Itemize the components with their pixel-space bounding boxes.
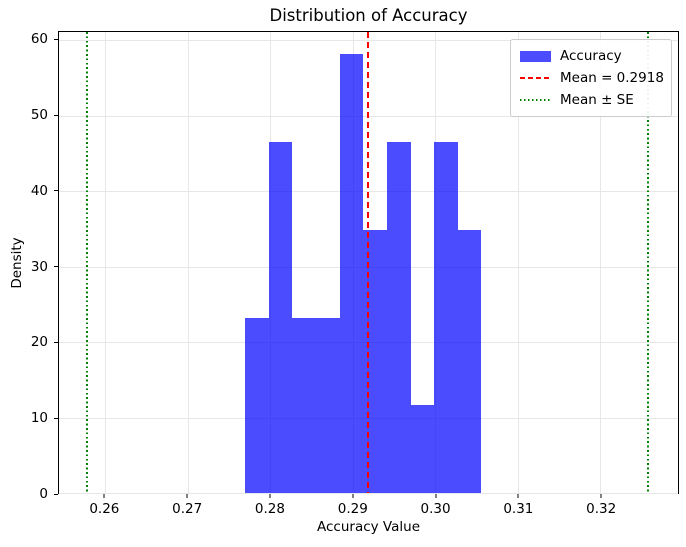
- y-tick-label: 20: [30, 334, 48, 351]
- x-axis-ticks: 0.26 0.27 0.28 0.29 0.30 0.31 0.32: [58, 493, 679, 525]
- x-tick-mark: [269, 494, 271, 498]
- x-tick-label: 0.32: [586, 501, 617, 517]
- histogram-bar: [433, 142, 458, 493]
- histogram-bar: [339, 54, 363, 493]
- histogram-bar: [386, 142, 411, 493]
- y-axis-ticks: 0 10 20 30 40 50 60: [0, 31, 58, 502]
- x-tick-label: 0.28: [254, 501, 285, 517]
- mean-plus-se-line: [647, 32, 650, 493]
- chart-title: Distribution of Accuracy: [269, 6, 468, 25]
- y-tick-mark: [54, 341, 58, 343]
- histogram-bar: [410, 405, 434, 493]
- y-tick-mark: [54, 114, 58, 116]
- x-tick-label: 0.30: [420, 501, 451, 517]
- x-tick-label: 0.31: [503, 501, 534, 517]
- mean-minus-se-line: [86, 32, 88, 493]
- y-tick-mark: [54, 190, 58, 192]
- histogram-bar: [291, 317, 316, 493]
- y-tick-label: 40: [30, 182, 48, 199]
- y-tick-mark: [54, 38, 58, 40]
- plot-area: Accuracy Mean = 0.2918 Mean ± SE: [58, 31, 679, 494]
- x-tick-label: 0.26: [89, 501, 120, 517]
- x-tick-label: 0.29: [337, 501, 368, 517]
- legend: Accuracy Mean = 0.2918 Mean ± SE: [510, 39, 672, 117]
- gridline-vertical: [105, 32, 107, 493]
- legend-label-se: Mean ± SE: [560, 92, 634, 108]
- y-tick-mark: [54, 417, 58, 419]
- y-tick-label: 50: [30, 107, 48, 124]
- mean-line: [366, 32, 369, 493]
- x-tick-mark: [600, 494, 602, 498]
- x-axis-label: Accuracy Value: [317, 519, 420, 535]
- legend-item-mean: Mean = 0.2918: [520, 67, 664, 89]
- legend-label-accuracy: Accuracy: [560, 48, 622, 64]
- x-tick-mark: [103, 494, 105, 498]
- y-tick-label: 10: [30, 410, 48, 427]
- gridline-vertical: [600, 32, 602, 493]
- y-tick-mark: [54, 266, 58, 268]
- histogram-bar: [315, 317, 340, 493]
- legend-swatch-mean-dashed-line: [520, 77, 551, 79]
- legend-swatch-accuracy: [520, 50, 551, 62]
- legend-item-se: Mean ± SE: [520, 89, 662, 111]
- y-tick-label: 30: [30, 258, 48, 275]
- x-tick-mark: [517, 494, 519, 498]
- histogram-bar: [268, 142, 292, 493]
- x-tick-mark: [435, 494, 437, 498]
- legend-label-mean: Mean = 0.2918: [560, 70, 664, 86]
- y-tick-label: 0: [39, 486, 48, 502]
- y-tick-mark: [54, 493, 58, 495]
- histogram-bar: [362, 229, 387, 493]
- x-tick-mark: [352, 494, 354, 498]
- histogram-bar: [244, 317, 269, 493]
- histogram-bar: [457, 229, 481, 493]
- legend-item-accuracy: Accuracy: [520, 45, 662, 67]
- gridline-vertical: [517, 32, 519, 493]
- legend-swatch-se-dotted-line: [520, 99, 551, 101]
- gridline-horizontal: [59, 493, 678, 494]
- gridline-vertical: [187, 32, 189, 493]
- histogram-bars-layer: [59, 32, 678, 493]
- x-tick-mark: [186, 494, 188, 498]
- y-tick-label: 60: [30, 31, 48, 48]
- x-tick-label: 0.27: [172, 501, 203, 517]
